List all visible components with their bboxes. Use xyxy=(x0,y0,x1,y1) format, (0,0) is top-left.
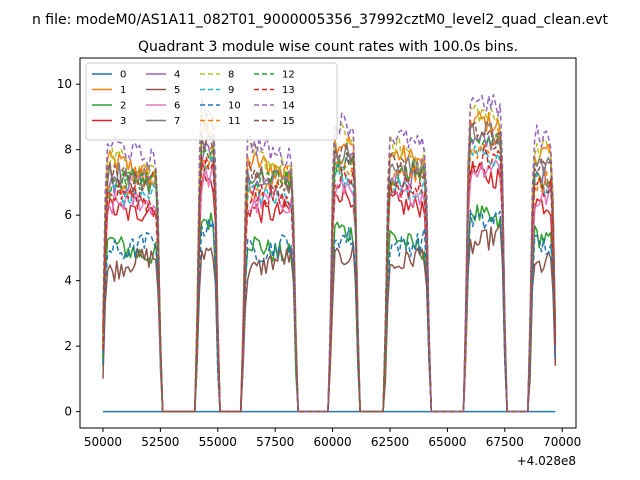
legend-label-7: 7 xyxy=(174,116,180,127)
figure-suptitle: n file: modeM0/AS1A11_082T01_9000005356_… xyxy=(32,12,609,28)
y-tick-label: 2 xyxy=(64,339,72,353)
legend-label-1: 1 xyxy=(120,85,126,96)
x-tick-label: 52500 xyxy=(141,435,179,449)
x-tick-label: 55000 xyxy=(199,435,237,449)
legend-label-12: 12 xyxy=(282,70,295,81)
x-tick-label: 67500 xyxy=(486,435,524,449)
x-tick-label: 57500 xyxy=(256,435,294,449)
legend-label-11: 11 xyxy=(228,116,241,127)
legend-label-8: 8 xyxy=(228,70,234,81)
series-line-13 xyxy=(102,145,557,413)
x-offset-label: +4.028e8 xyxy=(517,454,576,468)
chart-title: Quadrant 3 module wise count rates with … xyxy=(138,39,518,55)
legend-label-6: 6 xyxy=(174,101,180,112)
legend-label-4: 4 xyxy=(174,70,180,81)
x-tick-label: 65000 xyxy=(428,435,466,449)
x-tick-label: 60000 xyxy=(313,435,351,449)
x-tick-label: 50000 xyxy=(84,435,122,449)
legend-label-15: 15 xyxy=(282,116,295,127)
series-line-15 xyxy=(102,121,557,413)
x-tick-label: 70000 xyxy=(543,435,581,449)
legend-label-9: 9 xyxy=(228,85,234,96)
legend-label-3: 3 xyxy=(120,116,126,127)
axes-layer: 50000 52500 55000 57500 60000 62500 65000 67500… xyxy=(57,77,582,449)
y-tick-label: 10 xyxy=(57,77,72,91)
legend-label-10: 10 xyxy=(228,101,241,112)
y-tick-label: 6 xyxy=(64,208,72,222)
legend-label-5: 5 xyxy=(174,85,180,96)
legend-label-13: 13 xyxy=(282,85,295,96)
legend-label-2: 2 xyxy=(120,101,126,112)
x-tick-label: 62500 xyxy=(371,435,409,449)
series-layer xyxy=(102,94,557,413)
y-tick-label: 4 xyxy=(64,274,72,288)
legend-label-14: 14 xyxy=(282,101,295,112)
y-tick-label: 0 xyxy=(64,405,72,419)
y-tick-label: 8 xyxy=(64,143,72,157)
legend-label-0: 0 xyxy=(120,70,126,81)
plot-frame xyxy=(79,57,577,429)
